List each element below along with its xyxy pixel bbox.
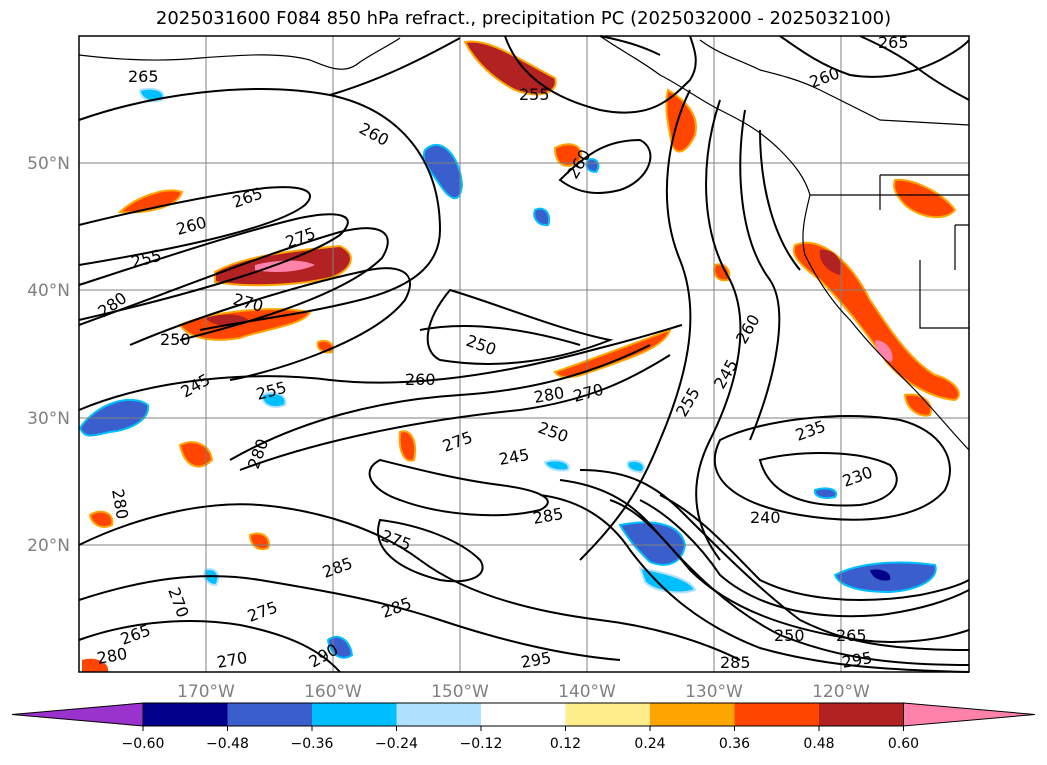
lon-label: 150°W	[431, 682, 489, 702]
colorbar-bin	[312, 703, 397, 726]
colorbar-tick-label: −0.60	[122, 736, 165, 752]
colorbar-outline	[142, 702, 904, 727]
colorbar-bin	[396, 703, 481, 726]
colorbar-tick-label: −0.12	[460, 736, 503, 752]
colorbar-bin	[143, 703, 228, 726]
refractivity-contours	[78, 35, 970, 673]
colorbar-bin	[481, 703, 566, 726]
contour-label: 265	[878, 33, 909, 52]
colorbar-bin	[734, 703, 819, 726]
contour-label: 285	[720, 653, 751, 672]
coastlines	[78, 35, 970, 451]
precip-negative-areas	[78, 87, 937, 659]
lon-label: 120°W	[812, 682, 870, 702]
contour-label: 240	[750, 508, 781, 527]
precip-positive-areas	[82, 40, 960, 672]
contour-label: 260	[405, 370, 436, 389]
map-title: 2025031600 F084 850 hPa refract., precip…	[155, 8, 892, 29]
lon-label: 170°W	[177, 682, 235, 702]
contour-label: 265	[128, 67, 159, 86]
colorbar-bin	[819, 703, 904, 726]
colorbar-tick-label: −0.36	[291, 736, 334, 752]
contour-label: 265	[836, 626, 867, 645]
lat-label: 20°N	[27, 536, 70, 556]
contour-label: 250	[774, 626, 805, 645]
colorbar-tick-label: 0.48	[803, 736, 834, 752]
colorbar-bin	[565, 703, 650, 726]
latitude-labels: 50°N 40°N 30°N 20°N	[27, 154, 70, 556]
longitude-labels: 170°W 160°W 150°W 140°W 130°W 120°W	[177, 682, 870, 702]
contour-label: 250	[160, 330, 191, 349]
colorbar-extend-low	[11, 702, 144, 727]
lat-label: 40°N	[27, 281, 70, 301]
lat-label: 30°N	[27, 409, 70, 429]
lon-label: 130°W	[685, 682, 743, 702]
colorbar-tick-label: 0.36	[719, 736, 750, 752]
colorbar-tick-label: −0.24	[375, 736, 418, 752]
map-background	[79, 36, 969, 672]
colorbar-bin	[650, 703, 735, 726]
colorbar-tick-label: 0.24	[634, 736, 665, 752]
graticule	[79, 36, 969, 672]
colorbar-extend-high	[903, 702, 1036, 727]
lat-label: 50°N	[27, 154, 70, 174]
map-frame	[78, 35, 970, 673]
colorbar-tick-label: −0.48	[206, 736, 249, 752]
contour-label: 255	[519, 85, 550, 104]
colorbar-tick-label: 0.60	[888, 736, 919, 752]
lon-label: 140°W	[558, 682, 616, 702]
lon-label: 160°W	[304, 682, 362, 702]
colorbar-bin	[227, 703, 312, 726]
colorbar-tick-label: 0.12	[550, 736, 581, 752]
colorbar: −0.60 −0.48 −0.36 −0.24 −0.12 0.12 0.24 0.36 0.4…	[11, 702, 1036, 752]
